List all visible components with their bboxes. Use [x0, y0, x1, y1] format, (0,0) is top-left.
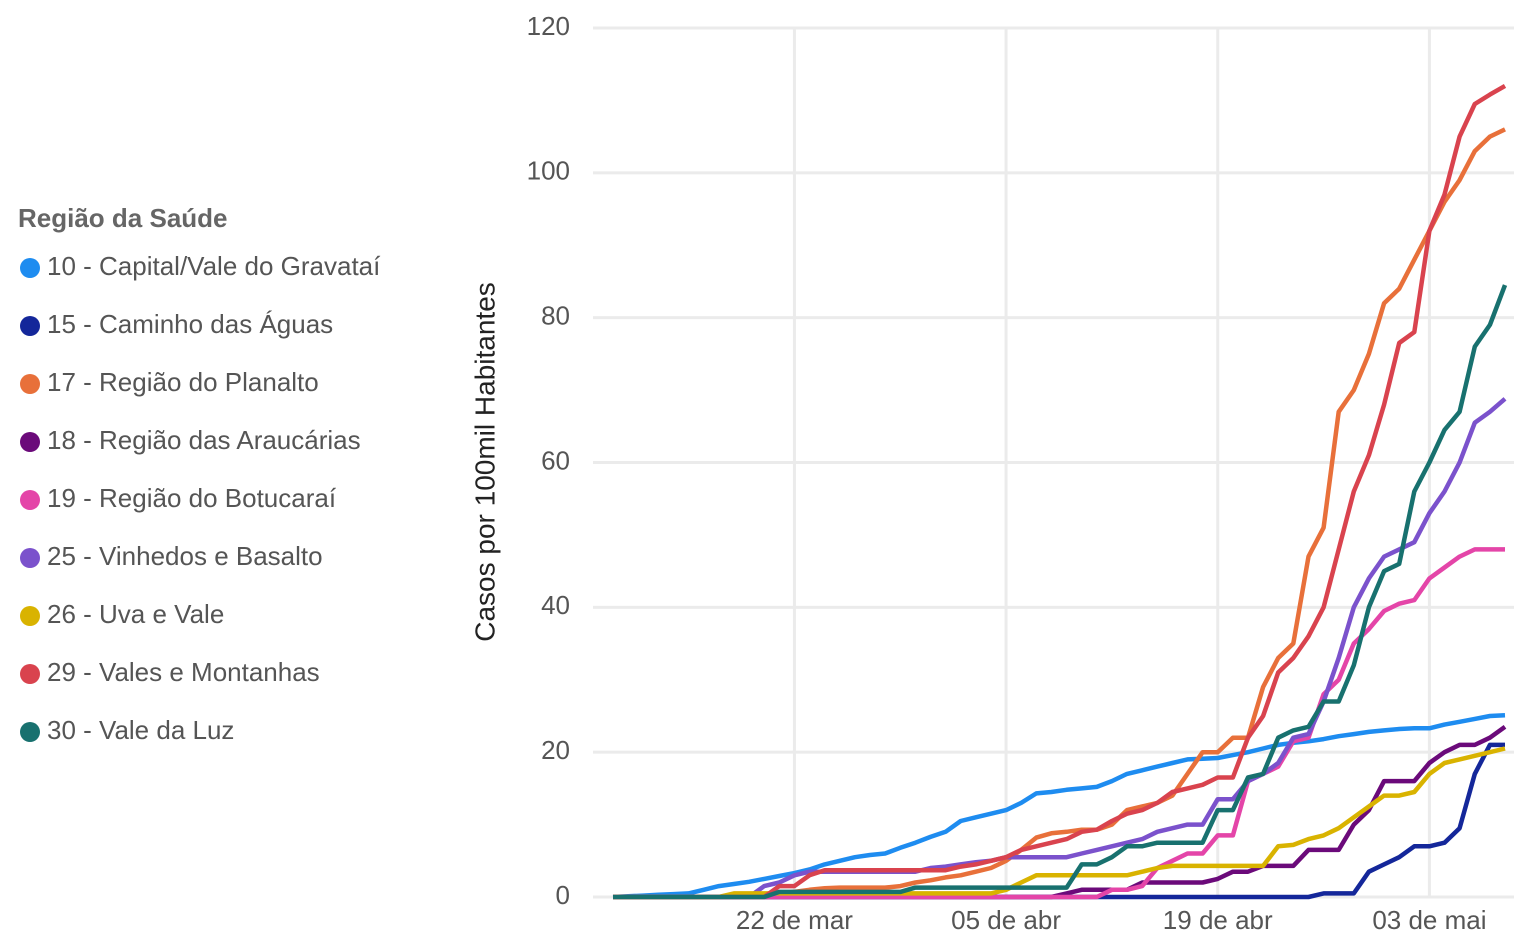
y-axis-label: Casos por 100mil Habitantes [469, 282, 500, 642]
legend-label: 17 - Região do Planalto [47, 367, 319, 397]
y-tick-label: 40 [541, 590, 570, 620]
x-tick-label: 19 de abr [1163, 905, 1273, 935]
legend-marker [20, 664, 40, 684]
legend-marker [20, 490, 40, 510]
y-tick-label: 120 [527, 11, 570, 41]
legend-label: 26 - Uva e Vale [47, 599, 224, 629]
legend-title: Região da Saúde [18, 203, 228, 233]
series-line [613, 397, 1507, 900]
series-line [613, 284, 1508, 900]
series-line [613, 127, 1506, 900]
legend-marker [20, 316, 40, 336]
series-line [612, 712, 1506, 900]
legend-label: 10 - Capital/Vale do Gravataí [47, 251, 381, 281]
legend-label: 18 - Região das Araucárias [47, 425, 361, 455]
legend-label: 15 - Caminho das Águas [47, 309, 333, 339]
x-tick-label: 05 de abr [951, 905, 1061, 935]
x-tick-label: 03 de mai [1372, 905, 1486, 935]
series-line [613, 746, 1506, 900]
legend-marker [20, 258, 40, 278]
legend-marker [20, 722, 40, 742]
legend-label: 25 - Vinhedos e Basalto [47, 541, 323, 571]
legend-marker [20, 548, 40, 568]
y-tick-label: 100 [527, 156, 570, 186]
legend-marker [20, 606, 40, 626]
y-tick-label: 80 [541, 301, 570, 331]
legend-marker [20, 432, 40, 452]
y-tick-label: 20 [541, 735, 570, 765]
legend-label: 19 - Região do Botucaraí [47, 483, 337, 513]
series-line [613, 83, 1507, 900]
y-tick-label: 0 [556, 880, 570, 910]
legend-marker [20, 374, 40, 394]
x-tick-label: 22 de mar [736, 905, 853, 935]
legend-label: 29 - Vales e Montanhas [47, 657, 320, 687]
legend-label: 30 - Vale da Luz [47, 715, 234, 745]
y-tick-label: 60 [541, 445, 570, 475]
